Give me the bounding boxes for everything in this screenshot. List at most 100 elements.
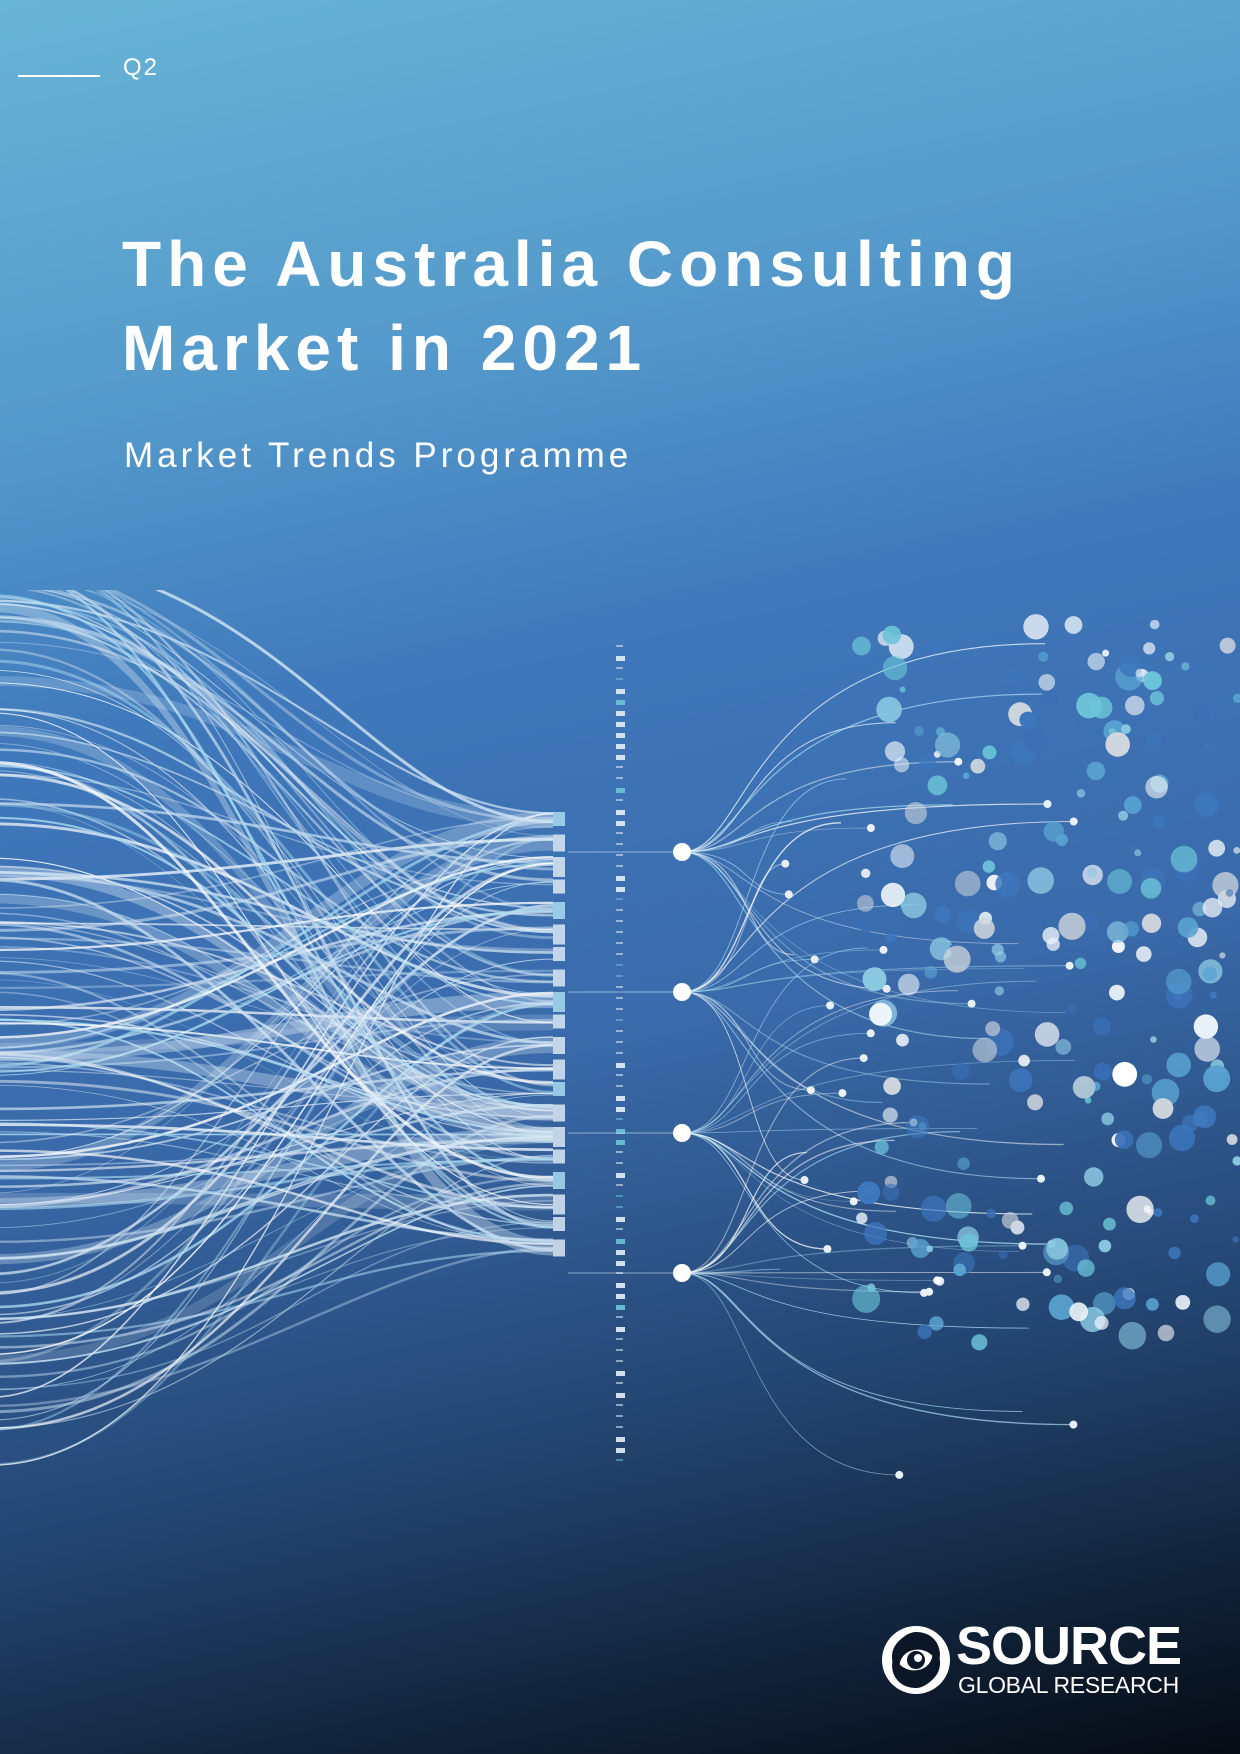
scatter-dot [1048, 1294, 1075, 1320]
report-subtitle: Market Trends Programme [124, 436, 633, 475]
tick-mark [616, 1283, 625, 1288]
tick-mark [616, 909, 623, 911]
flow-ribbon [57, 590, 554, 1023]
scatter-dot [1143, 642, 1156, 655]
flow-ribbon [0, 1092, 554, 1121]
flow-ribbon [0, 1149, 554, 1246]
scatter-dot [1190, 1214, 1199, 1224]
branch-end-dot [781, 859, 790, 868]
scatter-dot [1023, 728, 1048, 753]
scatter-dot [1134, 849, 1142, 857]
scatter-dot [1107, 869, 1133, 894]
scatter-dot [1105, 732, 1130, 757]
branch-line [681, 643, 1046, 853]
scatter-dot [883, 1077, 901, 1095]
scatter-dot [1208, 839, 1226, 857]
branch-end-dot [882, 984, 891, 993]
scatter-dot [994, 986, 1004, 996]
flow-bar [553, 1127, 565, 1147]
scatter-dot [917, 1324, 932, 1340]
scatter-dot [864, 1221, 888, 1245]
scatter-dot [882, 1183, 900, 1201]
flow-ribbon [0, 616, 554, 977]
flow-ribbon [0, 1036, 554, 1335]
quarter-label: Q2 [123, 54, 160, 81]
scatter-dot [1082, 914, 1100, 931]
flow-ribbon-band [0, 676, 553, 828]
scatter-dot [926, 1245, 934, 1253]
scatter-dot [919, 753, 937, 772]
flow-bar [553, 879, 565, 894]
tick-mark [616, 645, 623, 647]
flow-ribbon [0, 1067, 554, 1208]
scatter-dot [1069, 1302, 1089, 1322]
tick-mark [616, 1261, 625, 1266]
tick-mark [616, 1063, 625, 1068]
flow-bar [553, 1037, 565, 1054]
tick-mark [616, 1052, 623, 1054]
scatter-dot [972, 1037, 998, 1063]
branch-end-dot [1069, 817, 1078, 826]
flow-ribbon [0, 973, 554, 1144]
flow-ribbon [0, 1135, 554, 1260]
flow-ribbon [0, 1137, 554, 1319]
scatter-dot [985, 1021, 1001, 1037]
scatter-dot [1076, 789, 1086, 798]
flow-ribbon [0, 901, 554, 951]
tick-mark [616, 997, 623, 999]
scatter-dot [1086, 761, 1106, 781]
branch-line [681, 851, 887, 990]
tick-mark [616, 1349, 623, 1351]
tick-mark [616, 1195, 623, 1197]
scatter-dot [1087, 652, 1105, 671]
tick-mark [616, 1184, 623, 1186]
scatter-dot [1219, 952, 1226, 959]
flow-ribbon [0, 1062, 554, 1164]
scatter-dot [927, 775, 948, 796]
tick-mark [616, 733, 625, 738]
flow-ribbon-band [0, 1192, 553, 1211]
scatter-dot [1203, 1305, 1231, 1333]
scatter-dot [1152, 815, 1166, 829]
branch-end-dot [1042, 1268, 1051, 1277]
tick-mark [616, 832, 623, 834]
tick-mark [616, 876, 625, 881]
flow-bar [553, 1149, 565, 1164]
scatter-dot [1114, 1130, 1134, 1149]
tick-mark [616, 1448, 625, 1453]
tick-mark [616, 865, 623, 867]
scatter-dot [1098, 1239, 1112, 1253]
tick-mark [616, 821, 625, 826]
scatter-dot [1084, 1167, 1104, 1187]
flow-ribbon [0, 765, 554, 1006]
scatter-dot [1206, 1262, 1231, 1287]
scatter-dot [1136, 946, 1152, 962]
scatter-dot [1046, 1237, 1069, 1260]
branch-end-dot [826, 1001, 835, 1010]
branch-line [681, 991, 1042, 1180]
flow-ribbon [0, 1199, 554, 1320]
scatter-dot [1106, 921, 1129, 943]
flow-ribbon [0, 1137, 554, 1167]
scatter-dot [935, 732, 961, 758]
scatter-dot [1103, 1217, 1116, 1231]
scatter-dot [1123, 796, 1142, 814]
branch-line [681, 1272, 900, 1476]
branch-line [681, 693, 1044, 853]
flow-bar [553, 834, 565, 852]
tick-mark [616, 843, 623, 845]
tick-mark [616, 1151, 623, 1153]
flow-ribbon [0, 878, 554, 1252]
flow-bar [553, 1239, 565, 1257]
scatter-dot [852, 1284, 881, 1313]
quarter-rule-line [18, 75, 100, 77]
tick-mark [616, 656, 625, 661]
scatter-dot [973, 917, 995, 939]
branch-end-dot [1018, 1241, 1027, 1250]
scatter-dot [1019, 711, 1036, 729]
scatter-dot [986, 1208, 996, 1219]
flow-ribbon [0, 945, 554, 1044]
scatter-dot [1093, 1017, 1111, 1036]
scatter-dot [1149, 691, 1165, 706]
brand-logo: SOURCE GLOBAL RESEARCH [880, 1616, 1190, 1700]
